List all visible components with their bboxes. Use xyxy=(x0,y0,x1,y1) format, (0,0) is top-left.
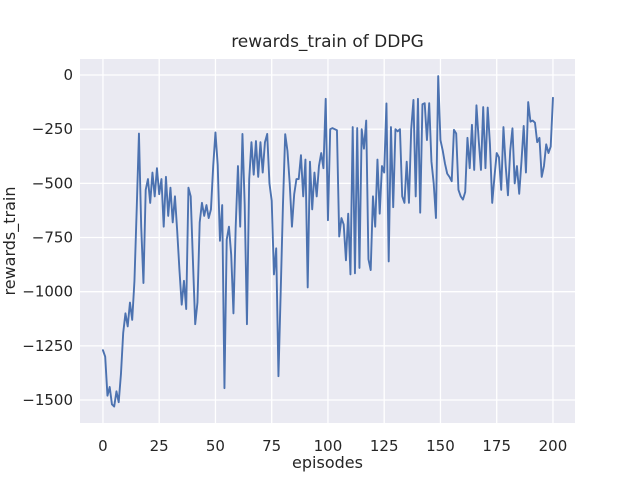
x-tick-label: 125 xyxy=(370,437,399,455)
y-tick-label: 0 xyxy=(63,66,73,84)
y-tick-label: −1000 xyxy=(22,283,73,301)
x-tick-label: 50 xyxy=(206,437,225,455)
x-tick-labels: 0 25 50 75 100 125 150 175 200 xyxy=(98,437,567,455)
chart-title: rewards_train of DDPG xyxy=(231,32,424,52)
x-tick-label: 200 xyxy=(539,437,568,455)
data-series xyxy=(101,75,554,408)
x-tick-label: 0 xyxy=(98,437,108,455)
y-tick-label: −500 xyxy=(32,174,73,192)
y-tick-labels: 0 −250 −500 −750 −1000 −1250 −1500 xyxy=(22,66,73,409)
y-tick-label: −1250 xyxy=(22,337,73,355)
y-tick-label: −750 xyxy=(32,229,73,247)
x-tick-label: 75 xyxy=(262,437,281,455)
x-tick-label: 25 xyxy=(150,437,169,455)
y-tick-label: −250 xyxy=(32,120,73,138)
data-line xyxy=(101,75,554,408)
y-tick-label: −1500 xyxy=(22,391,73,409)
y-axis-label: rewards_train xyxy=(0,187,20,296)
x-tick-label: 150 xyxy=(426,437,455,455)
x-tick-label: 100 xyxy=(314,437,343,455)
x-tick-label: 175 xyxy=(482,437,511,455)
x-axis-label: episodes xyxy=(292,453,363,472)
